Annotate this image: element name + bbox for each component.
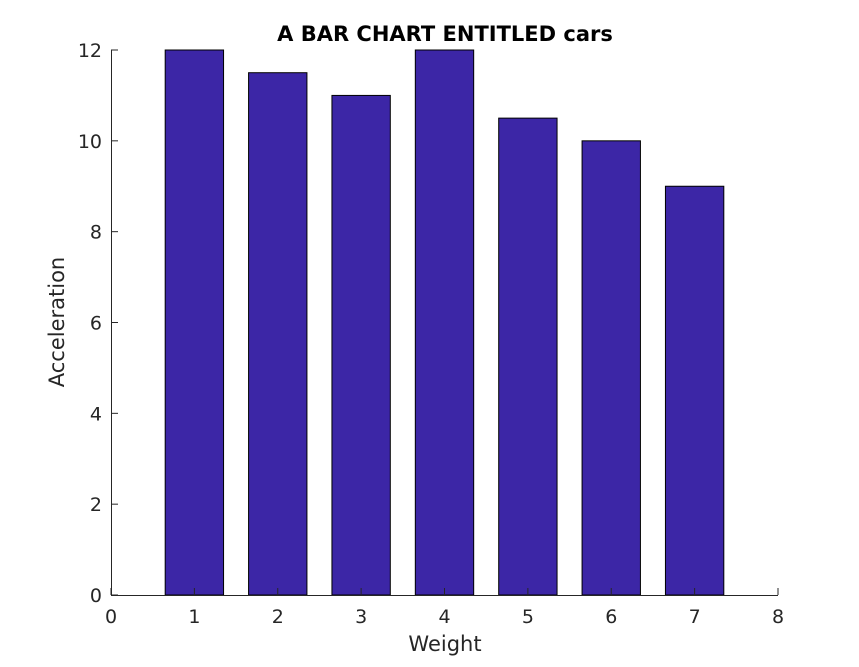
y-ticks-group: 0 2 4 6 8 10 12 [78, 40, 118, 607]
y-tick-label-10: 10 [78, 131, 102, 153]
bar-7 [664, 185, 725, 596]
y-tick-label-12: 12 [78, 40, 102, 62]
x-tick-label-3: 3 [355, 606, 367, 628]
bar-1 [164, 49, 225, 596]
x-ticks-group: 0 1 2 3 4 5 6 7 8 [105, 588, 784, 628]
bar-5 [498, 117, 558, 596]
x-tick-label-1: 1 [188, 606, 200, 628]
bar-3 [331, 94, 391, 596]
bars-group [164, 49, 725, 596]
y-tick-label-6: 6 [90, 313, 102, 335]
bar-4 [414, 49, 475, 596]
x-tick-label-7: 7 [689, 606, 701, 628]
x-tick-label-6: 6 [605, 606, 617, 628]
bar-2 [248, 72, 308, 596]
y-tick-label-2: 2 [90, 494, 102, 516]
y-tick-label-8: 8 [90, 222, 102, 244]
y-tick-label-0: 0 [90, 585, 102, 607]
x-tick-label-8: 8 [772, 606, 784, 628]
x-axis-label: Weight [408, 632, 481, 656]
x-tick-label-4: 4 [438, 606, 450, 628]
chart-title: A BAR CHART ENTITLED cars [277, 22, 613, 46]
y-tick-label-4: 4 [90, 403, 102, 425]
x-tick-label-2: 2 [272, 606, 284, 628]
x-tick-label-0: 0 [105, 606, 117, 628]
bar-6 [581, 140, 641, 596]
y-axis-label: Acceleration [45, 257, 69, 388]
x-tick-label-5: 5 [522, 606, 534, 628]
